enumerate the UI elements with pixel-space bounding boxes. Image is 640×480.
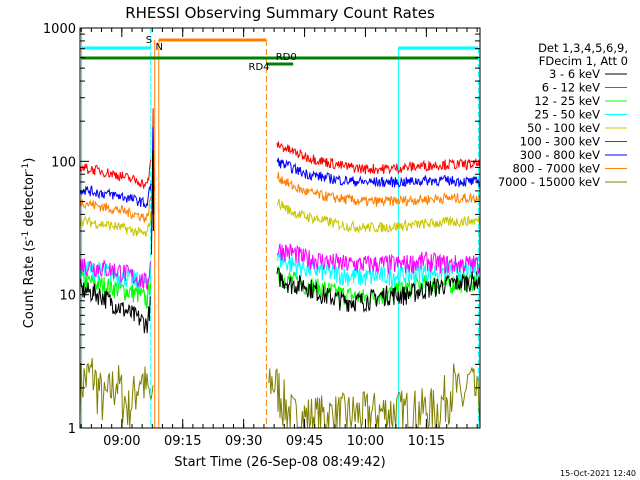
x-tick-label-5: 10:15	[408, 434, 445, 449]
series-3-6-kev-segment-1	[79, 278, 152, 334]
plot-frame	[79, 27, 481, 429]
series-50-100-kev-segment-2	[276, 198, 480, 234]
saa-label: S	[146, 35, 152, 46]
legend-entry-1: 6 - 12 keV	[542, 81, 600, 95]
x-tick-label-2: 09:30	[225, 434, 262, 449]
series-300-800-kev-segment-2	[276, 157, 480, 188]
rd0-label: RD0	[276, 52, 297, 63]
chart-title: RHESSI Observing Summary Count Rates	[125, 4, 435, 22]
y-tick-label-1: 100	[51, 155, 76, 170]
plot-area: SN RD4 RD0	[79, 28, 481, 430]
series-12-25-kev-segment-1	[79, 271, 152, 309]
y-axis-label-part3: )	[22, 158, 37, 163]
y-axis-label-part1: Count Rate (s	[22, 240, 37, 329]
y-axis-label-sup2: -1	[21, 163, 31, 172]
legend-entry-8: 7000 - 15000 keV	[498, 175, 600, 189]
series-100-300-kev-segment-2	[276, 141, 480, 175]
night-label: N	[156, 42, 163, 53]
series-6-12-kev-segment-2	[276, 243, 480, 275]
series-6-12-kev-segment-1	[80, 258, 152, 291]
rd4-label: RD4	[249, 62, 270, 73]
series-7000-15000-kev-segment-2	[268, 363, 481, 430]
series-50-100-kev-segment-1	[79, 211, 152, 237]
y-tick-label-0: 1000	[43, 22, 76, 37]
axes: 1000 100 10 1 09:00 09:15 09:30 09:45 10:00 10:15	[43, 22, 481, 449]
y-axis-label-part2: detector	[22, 171, 37, 231]
legend-entry-6: 300 - 800 keV	[520, 148, 600, 162]
y-tick-label-3: 1	[68, 422, 76, 437]
x-tick-label-3: 09:45	[286, 434, 323, 449]
legend: Det 1,3,4,5,6,9,FDecim 1, Att 03 - 6 keV…	[498, 41, 628, 189]
y-tick-label-2: 10	[59, 289, 76, 304]
legend-entry-0: 3 - 6 keV	[549, 67, 600, 81]
legend-entry-5: 100 - 300 keV	[520, 135, 600, 149]
legend-entry-7: 800 - 7000 keV	[512, 162, 600, 176]
legend-header-1: FDecim 1, Att 0	[539, 54, 628, 68]
x-tick-label-0: 09:00	[103, 434, 140, 449]
series-100-300-kev-segment-1	[79, 159, 152, 189]
legend-header-0: Det 1,3,4,5,6,9,	[538, 41, 628, 55]
series-800-7000-kev-segment-1	[79, 196, 152, 223]
series-7000-15000-kev-segment-1	[79, 358, 154, 428]
x-tick-label-1: 09:15	[164, 434, 201, 449]
legend-entry-4: 50 - 100 keV	[527, 121, 600, 135]
legend-entry-2: 12 - 25 keV	[534, 94, 600, 108]
timestamp: 15-Oct-2021 12:40	[560, 469, 636, 478]
x-axis-label: Start Time (26-Sep-08 08:49:42)	[174, 455, 385, 470]
series-25-50-kev-segment-1	[79, 258, 152, 292]
series-800-7000-kev-segment-2	[276, 171, 480, 207]
y-axis-label: Count Rate (s-1 detector-1)	[21, 158, 37, 329]
spike-black	[150, 150, 155, 255]
legend-entry-3: 25 - 50 keV	[534, 108, 600, 122]
x-tick-label-4: 10:00	[347, 434, 384, 449]
y-axis-label-sup1: -1	[21, 231, 31, 240]
series-300-800-kev-segment-1	[79, 183, 152, 208]
